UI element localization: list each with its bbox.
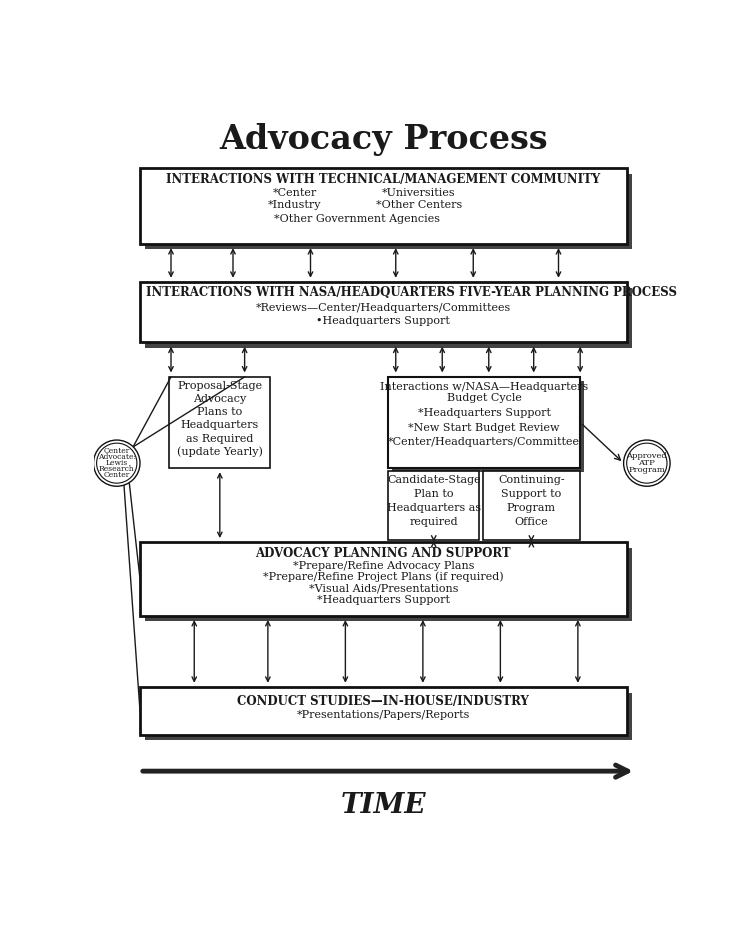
Text: as Required: as Required [186,433,254,444]
Text: •Headquarters Support: •Headquarters Support [316,317,450,326]
Text: Lewis: Lewis [105,459,128,467]
Text: Proposal-Stage: Proposal-Stage [177,381,263,391]
Text: Headquarters: Headquarters [181,420,259,431]
Text: *Presentations/Papers/Reports: *Presentations/Papers/Reports [297,710,470,720]
Circle shape [624,440,670,486]
Text: Headquarters as: Headquarters as [387,503,481,513]
Bar [388,377,580,468]
Text: Continuing-: Continuing- [498,475,565,485]
Circle shape [96,443,137,483]
Text: Center: Center [104,472,130,479]
Text: TIME: TIME [340,792,426,820]
Bar [482,471,580,540]
Circle shape [94,440,140,486]
Text: Plan to: Plan to [414,489,453,499]
Text: Approved: Approved [627,452,667,461]
Text: Interactions w/NASA—Headquarters: Interactions w/NASA—Headquarters [380,382,588,392]
Bar [145,548,632,621]
Text: Support to: Support to [501,489,562,499]
Text: *Center/Headquarters/Committee: *Center/Headquarters/Committee [388,437,580,447]
Bar [145,174,632,249]
Text: Research: Research [99,465,135,474]
Text: *Reviews—Center/Headquarters/Committees: *Reviews—Center/Headquarters/Committees [256,304,511,313]
Text: *Prepare/Refine Project Plans (if required): *Prepare/Refine Project Plans (if requir… [263,572,503,583]
Text: required: required [409,517,458,526]
Text: Budget Cycle: Budget Cycle [447,394,521,403]
Text: (update Yearly): (update Yearly) [177,446,263,457]
Bar [388,471,479,540]
Circle shape [627,443,667,483]
Text: CONDUCT STUDIES—IN-HOUSE/INDUSTRY: CONDUCT STUDIES—IN-HOUSE/INDUSTRY [237,695,530,708]
Bar [170,377,270,468]
Text: Office: Office [515,517,548,526]
Text: Candidate-Stage: Candidate-Stage [387,475,480,485]
Text: INTERACTIONS WITH NASA/HEADQUARTERS FIVE-YEAR PLANNING PROCESS: INTERACTIONS WITH NASA/HEADQUARTERS FIVE… [146,287,677,300]
Bar [145,288,632,348]
Text: *Center: *Center [273,188,317,198]
Text: *Headquarters Support: *Headquarters Support [317,595,450,605]
Text: INTERACTIONS WITH TECHNICAL/MANAGEMENT COMMUNITY: INTERACTIONS WITH TECHNICAL/MANAGEMENT C… [166,173,601,185]
Text: Advocacy Process: Advocacy Process [219,123,548,156]
Text: *Other Government Agencies: *Other Government Agencies [274,214,440,224]
Bar [392,381,584,472]
Text: *Industry: *Industry [269,200,322,211]
Text: Advocate:: Advocate: [98,453,136,461]
Text: ATP: ATP [639,459,655,467]
Text: Advocacy: Advocacy [193,394,246,404]
Bar [140,542,627,616]
Text: Program: Program [507,503,556,513]
Bar [145,693,632,741]
Bar [140,168,627,243]
Text: ADVOCACY PLANNING AND SUPPORT: ADVOCACY PLANNING AND SUPPORT [256,547,511,559]
Text: Plans to: Plans to [197,407,242,417]
Text: *New Start Budget Review: *New Start Budget Review [408,423,560,432]
Text: Program: Program [628,466,665,474]
Text: *Headquarters Support: *Headquarters Support [417,408,551,418]
Bar [140,282,627,342]
Text: Center: Center [104,446,130,455]
Text: *Other Centers: *Other Centers [376,200,462,211]
Text: *Universities: *Universities [382,188,456,198]
Bar [140,687,627,735]
Text: *Visual Aids/Presentations: *Visual Aids/Presentations [309,584,458,594]
Text: *Prepare/Refine Advocacy Plans: *Prepare/Refine Advocacy Plans [292,560,474,571]
